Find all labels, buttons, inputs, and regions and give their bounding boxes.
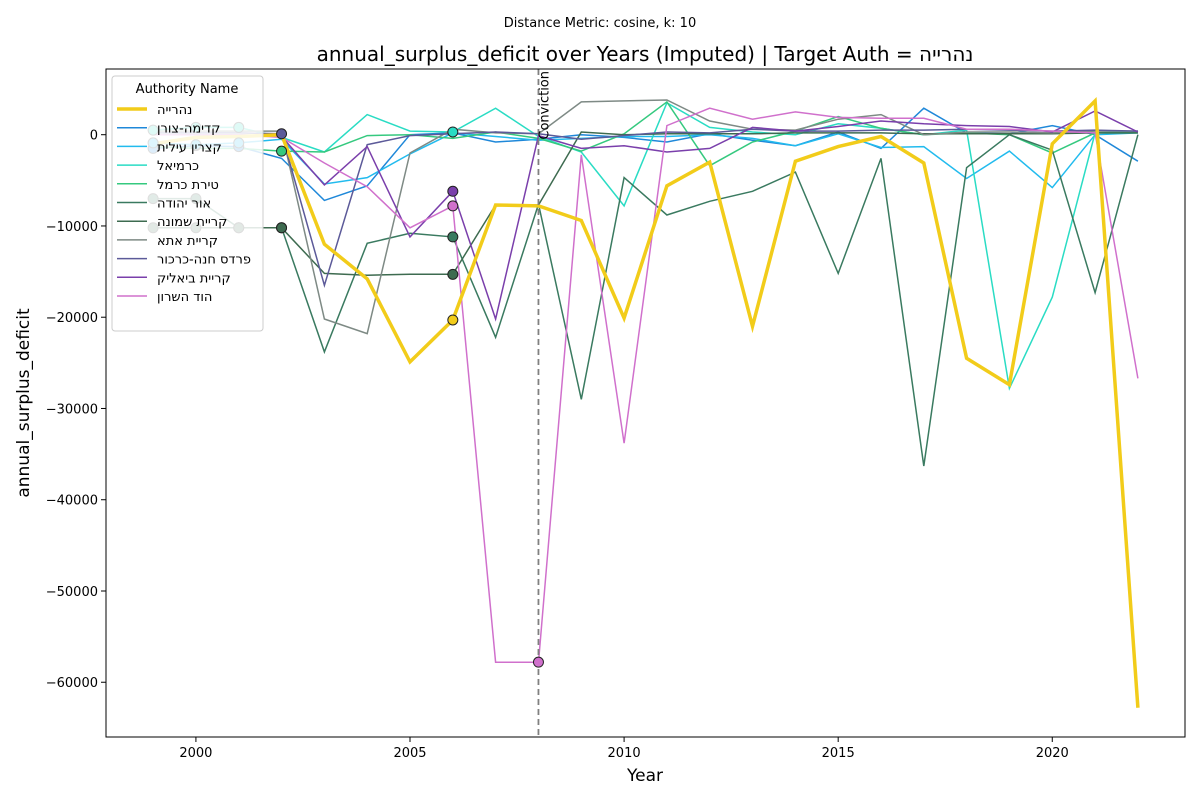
y-tick-label: 0 xyxy=(90,129,98,144)
axes-frame xyxy=(105,68,1186,738)
legend-label: קריית ביאליק xyxy=(157,271,231,286)
imputed-point xyxy=(447,231,459,243)
legend-label: פרדס חנה-כרכור xyxy=(157,253,251,268)
y-axis-label: annual_surplus_deficit xyxy=(14,308,34,498)
legend-label: קריית שמונה xyxy=(157,215,227,230)
imputed-point xyxy=(276,145,288,157)
imputed-point xyxy=(447,268,459,280)
x-axis: 2000 2005 2010 2015 2020 xyxy=(179,737,1069,761)
imputed-point xyxy=(447,185,459,197)
x-tick-label: 2010 xyxy=(608,746,641,761)
series-line xyxy=(153,133,1139,467)
chart-suptitle: Distance Metric: cosine, k: 10 xyxy=(504,16,696,31)
x-tick-label: 2020 xyxy=(1036,746,1069,761)
legend-label: כרמיאל xyxy=(157,159,199,174)
legend-label: קדימה-צורן xyxy=(157,122,220,137)
legend-label: קצרין עילית xyxy=(157,140,222,155)
y-tick-label: −20000 xyxy=(46,311,98,326)
y-tick-label: −50000 xyxy=(46,585,98,600)
legend-title: Authority Name xyxy=(136,82,239,97)
conviction-label: Conviction xyxy=(537,71,552,140)
imputed-point xyxy=(276,222,288,234)
legend-label: הוד השרון xyxy=(157,290,212,305)
series-line xyxy=(153,110,1139,322)
y-tick-label: −30000 xyxy=(46,402,98,417)
x-tick-label: 2015 xyxy=(822,746,855,761)
imputed-point xyxy=(532,656,544,668)
series-line xyxy=(152,96,1140,708)
legend-label: נהרייה xyxy=(157,103,192,118)
imputed-point xyxy=(276,128,288,140)
series-line xyxy=(153,107,1139,663)
chart-title: annual_surplus_deficit over Years (Imput… xyxy=(317,42,974,66)
y-tick-label: −40000 xyxy=(46,494,98,509)
x-tick-label: 2005 xyxy=(393,746,426,761)
series-line xyxy=(153,101,1138,391)
legend-label: טירת כרמל xyxy=(157,178,219,193)
legend: Authority Name נהרייה קדימה-צורן קצרין עיל… xyxy=(111,75,264,332)
imputed-point xyxy=(447,200,459,212)
plot-area: Conviction xyxy=(147,69,1140,737)
imputed-point xyxy=(447,314,459,326)
x-axis-label: Year xyxy=(626,766,663,786)
y-tick-label: −10000 xyxy=(46,220,98,235)
legend-label: קריית אתא xyxy=(157,234,218,249)
legend-label: אור יהודה xyxy=(157,197,211,212)
series-line xyxy=(153,99,1138,335)
legend-box xyxy=(111,75,264,332)
y-tick-label: −60000 xyxy=(46,676,98,691)
x-tick-label: 2000 xyxy=(179,746,212,761)
y-axis: −60000 −50000 −40000 −30000 −20000 −10000 0 xyxy=(46,129,106,691)
imputed-point xyxy=(447,126,459,138)
